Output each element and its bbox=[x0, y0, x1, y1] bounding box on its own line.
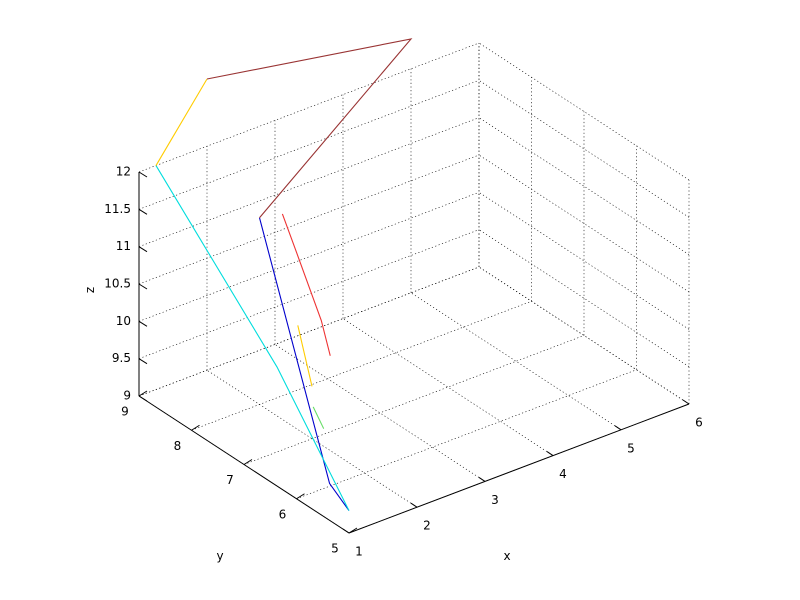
z-tick-label: 9.5 bbox=[112, 351, 131, 365]
x-tick-mark bbox=[682, 399, 690, 405]
x-tick-label: 4 bbox=[559, 467, 567, 481]
z-tick-mark bbox=[138, 283, 148, 290]
x-tick-label: 6 bbox=[695, 416, 703, 430]
axes-layer bbox=[138, 172, 690, 534]
back-wall-gridline-z bbox=[138, 229, 480, 359]
x-tick-label: 5 bbox=[627, 441, 635, 455]
y-tick-label: 6 bbox=[279, 507, 287, 521]
series-line-7 bbox=[297, 325, 313, 387]
y-tick-mark bbox=[348, 527, 358, 534]
side-wall-gridline-z bbox=[478, 154, 690, 293]
z-tick-label: 10 bbox=[116, 314, 131, 328]
floor-gridline-y bbox=[243, 335, 585, 465]
series-line-5 bbox=[312, 406, 325, 429]
z-tick-label: 11 bbox=[116, 239, 131, 253]
back-wall-gridline-z bbox=[138, 80, 480, 210]
y-tick-label: 7 bbox=[226, 473, 234, 487]
x-tick-label: 3 bbox=[491, 493, 499, 507]
side-wall-gridline-z bbox=[478, 229, 690, 367]
z-tick-label: 9 bbox=[123, 389, 131, 403]
z-tick-mark bbox=[138, 395, 148, 402]
side-wall-gridline-z bbox=[478, 266, 690, 405]
y-tick-mark bbox=[296, 493, 305, 500]
z-tick-label: 10.5 bbox=[104, 277, 131, 291]
side-wall-gridline-z bbox=[478, 42, 690, 181]
z-tick-mark bbox=[138, 208, 148, 215]
side-wall-gridline-z bbox=[478, 80, 690, 218]
back-wall-gridline-z bbox=[138, 117, 480, 247]
floor-gridline-y bbox=[296, 369, 637, 500]
y-tick-mark bbox=[191, 424, 200, 431]
series-layer bbox=[155, 38, 413, 511]
y-tick-mark bbox=[243, 459, 253, 465]
series-line-3 bbox=[155, 78, 208, 166]
z-tick-label: 11.5 bbox=[104, 202, 131, 216]
back-wall-gridline-z bbox=[138, 42, 480, 173]
z-tick-mark bbox=[138, 358, 148, 365]
side-wall-gridline-z bbox=[478, 117, 690, 255]
z-axis-label: z bbox=[83, 287, 97, 293]
z-tick-mark bbox=[138, 171, 148, 178]
x-axis-line bbox=[348, 403, 690, 534]
x-axis-label: x bbox=[503, 549, 510, 563]
y-tick-label: 8 bbox=[174, 439, 182, 453]
z-tick-label: 12 bbox=[116, 165, 131, 179]
z-tick-mark bbox=[138, 246, 148, 253]
x-tick-mark bbox=[342, 528, 350, 534]
y-axis-label: y bbox=[216, 549, 223, 563]
x-tick-mark bbox=[546, 451, 554, 457]
x-tick-mark bbox=[478, 476, 486, 482]
grid-layer bbox=[138, 42, 690, 534]
series-line-1 bbox=[258, 217, 350, 511]
x-tick-label: 1 bbox=[355, 545, 363, 559]
x-tick-mark bbox=[410, 502, 418, 508]
series-line-2 bbox=[155, 165, 350, 511]
y-tick-label: 5 bbox=[331, 542, 339, 556]
floor-gridline-y bbox=[191, 300, 532, 431]
series-line-4 bbox=[206, 38, 413, 219]
floor-gridline-x bbox=[274, 344, 486, 482]
side-wall-gridline-z bbox=[478, 192, 690, 330]
x-tick-mark bbox=[614, 425, 622, 431]
floor-gridline-x bbox=[410, 292, 622, 431]
back-wall-gridline-z bbox=[138, 154, 480, 285]
z-tick-mark bbox=[138, 320, 148, 327]
floor-gridline-x bbox=[342, 318, 554, 456]
back-wall-gridline-z bbox=[138, 266, 480, 397]
x-tick-label: 2 bbox=[423, 519, 431, 533]
back-wall-gridline-z bbox=[138, 192, 480, 322]
y-tick-mark bbox=[138, 390, 148, 397]
y-tick-label: 9 bbox=[121, 405, 129, 419]
series-line-6 bbox=[281, 213, 331, 356]
floor-gridline-x bbox=[206, 369, 418, 508]
